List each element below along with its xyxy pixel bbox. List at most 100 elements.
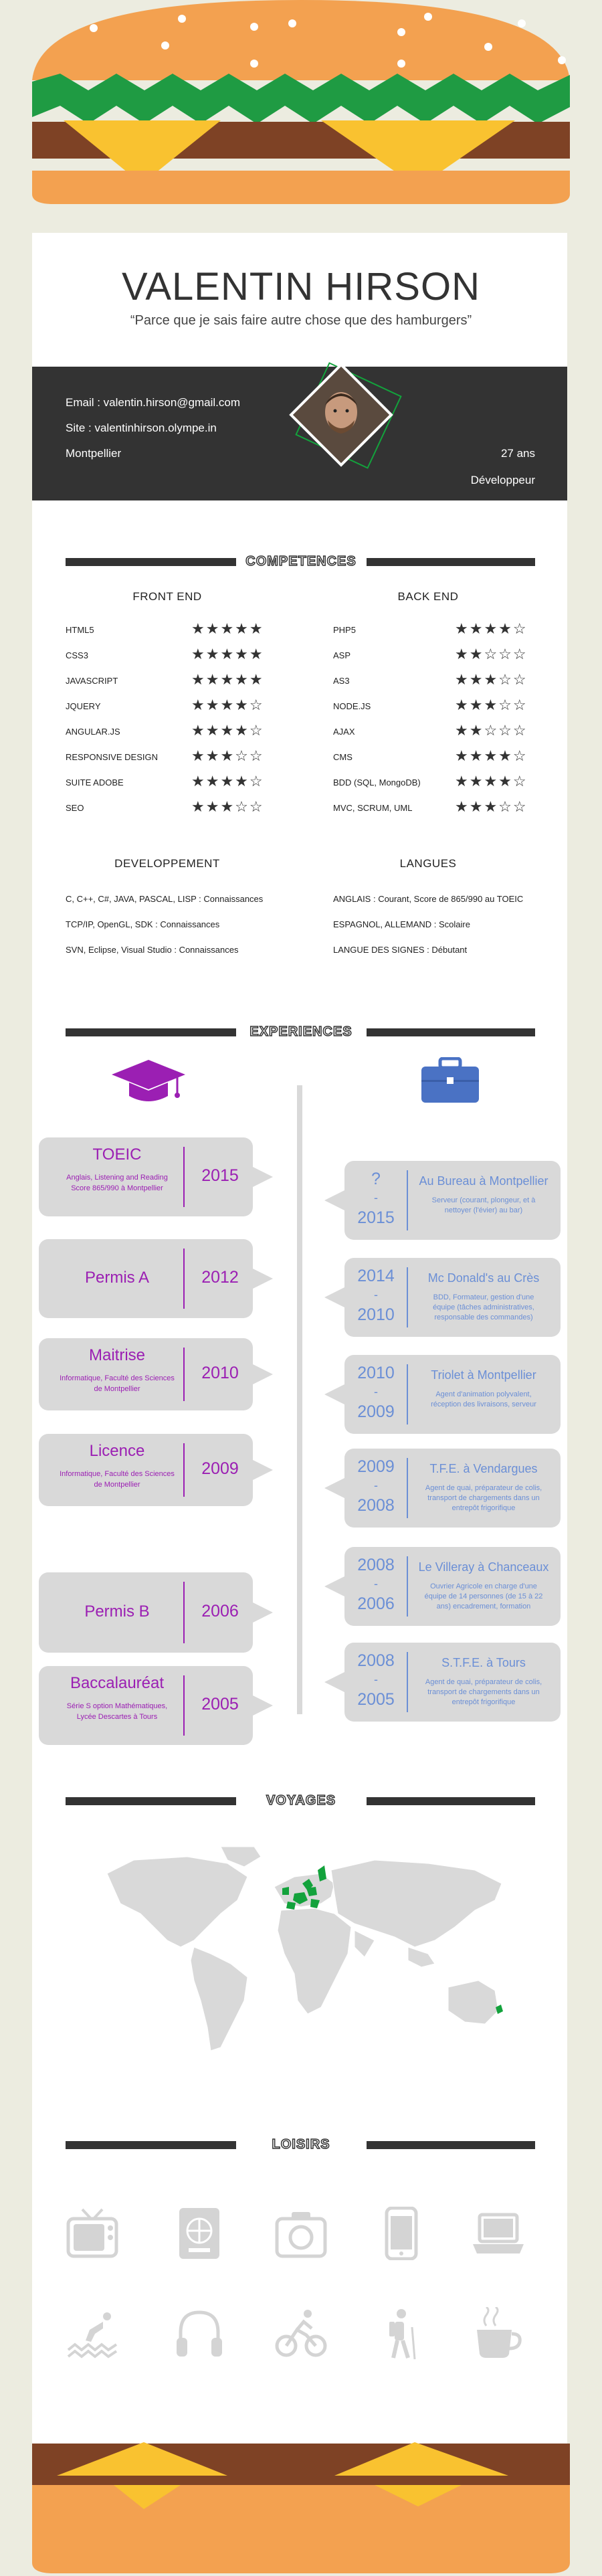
- education-detail: Informatique, Faculté des Sciences de Mo…: [60, 1470, 175, 1489]
- headphones-icon: [177, 2310, 222, 2357]
- education-title: Permis B: [84, 1602, 150, 1621]
- card-separator: [183, 1249, 185, 1309]
- skill-label: RESPONSIVE DESIGN: [66, 752, 158, 762]
- work-title: Au Bureau à Montpellier: [419, 1174, 548, 1188]
- briefcase-icon: [421, 1057, 479, 1103]
- work-year-to: 2009: [357, 1402, 395, 1421]
- bubble-pointer: [324, 1287, 344, 1307]
- star-rating: ★★☆☆☆: [455, 722, 528, 739]
- work-year-from: 2009: [357, 1457, 395, 1476]
- dev-item: SVN, Eclipse, Visual Studio : Connaissan…: [66, 945, 239, 955]
- education-title: Baccalauréat: [70, 1674, 165, 1692]
- work-year-dash: -: [374, 1385, 378, 1398]
- skill-label: BDD (SQL, MongoDB): [333, 777, 421, 788]
- education-detail: Série S option Mathématiques, Lycée Desc…: [66, 1702, 168, 1721]
- education-card: [39, 1137, 273, 1216]
- education-card: [39, 1572, 273, 1653]
- education-year: 2015: [201, 1166, 239, 1185]
- card-separator: [183, 1443, 185, 1497]
- avatar: [289, 362, 402, 469]
- star-rating: ★★★☆☆: [191, 747, 264, 764]
- education-detail: Anglais, Listening and Reading Score 865…: [66, 1174, 168, 1192]
- smartphone-icon: [385, 2207, 418, 2260]
- work-card: [324, 1161, 561, 1240]
- front-end-title: FRONT END: [132, 590, 202, 603]
- work-detail: Serveur (courant, plongeur, et à nettoye…: [431, 1196, 536, 1214]
- star-rating: ★★★★★: [191, 646, 264, 662]
- timeline-axis: [297, 1085, 302, 1714]
- skill-label: CSS3: [66, 650, 88, 660]
- section-divider: [367, 1028, 535, 1036]
- skill-label: CMS: [333, 752, 353, 762]
- bubble-pointer: [324, 1384, 344, 1404]
- contact-band: [32, 367, 567, 500]
- hiking-icon: [389, 2309, 416, 2360]
- work-year-dash: -: [374, 1673, 378, 1686]
- work-title: Triolet à Montpellier: [431, 1368, 536, 1382]
- travels-section-title: VOYAGES: [266, 1792, 336, 1809]
- education-year: 2005: [201, 1695, 239, 1714]
- work-year-to: 2008: [357, 1496, 395, 1515]
- section-divider: [66, 2141, 236, 2149]
- card-separator: [407, 1458, 408, 1518]
- bottom-burger-illustration: [32, 2442, 570, 2573]
- star-rating: ★★★★★: [191, 620, 264, 637]
- work-year-to: 2006: [357, 1594, 395, 1613]
- star-rating: ★★★★☆: [455, 620, 528, 637]
- card-separator: [407, 1556, 408, 1617]
- star-rating: ★★☆☆☆: [455, 646, 528, 662]
- star-rating: ★★★★☆: [191, 722, 264, 739]
- skill-label: SEO: [66, 803, 84, 813]
- skill-label: HTML5: [66, 625, 94, 635]
- work-title: S.T.F.E. à Tours: [441, 1656, 526, 1669]
- work-year-to: 2005: [357, 1690, 395, 1709]
- person-name: VALENTIN HIRSON: [121, 265, 480, 308]
- work-year-dash: -: [374, 1577, 378, 1590]
- skill-label: JAVASCRIPT: [66, 676, 118, 686]
- education-detail: Informatique, Faculté des Sciences de Mo…: [60, 1374, 175, 1393]
- star-rating: ★★★☆☆: [455, 697, 528, 713]
- star-rating: ★★★☆☆: [455, 798, 528, 815]
- bubble-pointer: [253, 1695, 273, 1716]
- bubble-pointer: [253, 1364, 273, 1384]
- bubble-pointer: [253, 1602, 273, 1623]
- dev-item: TCP/IP, OpenGL, SDK : Connaissances: [66, 919, 220, 929]
- world-map: [106, 1847, 503, 2051]
- languages-title: LANGUES: [399, 857, 457, 870]
- section-divider: [66, 558, 236, 566]
- education-card: [39, 1239, 273, 1318]
- education-year: 2012: [201, 1268, 239, 1287]
- section-divider: [367, 2141, 535, 2149]
- tv-icon: [66, 2208, 118, 2258]
- card-separator: [183, 1147, 185, 1207]
- card-separator: [183, 1582, 185, 1643]
- work-card: [324, 1258, 561, 1337]
- star-rating: ★★★★☆: [455, 747, 528, 764]
- star-rating: ★★★★☆: [191, 697, 264, 713]
- education-year: 2006: [201, 1602, 239, 1621]
- bubble-pointer: [324, 1190, 344, 1210]
- education-title: Permis A: [84, 1269, 150, 1287]
- star-rating: ★★★★★: [191, 671, 264, 688]
- work-detail: Ouvrier Agricole en charge d'une équipe …: [424, 1582, 543, 1611]
- section-divider: [367, 558, 535, 566]
- skill-label: MVC, SCRUM, UML: [333, 803, 413, 813]
- work-detail: BDD, Formateur, gestion d'une équipe (tâ…: [433, 1293, 534, 1321]
- work-year-dash: -: [374, 1479, 378, 1492]
- bubble-pointer: [324, 1576, 344, 1596]
- work-year-dash: -: [374, 1288, 378, 1301]
- card-separator: [407, 1170, 408, 1230]
- card-separator: [183, 1675, 185, 1736]
- work-year-from: 2008: [357, 1556, 395, 1574]
- bubble-pointer: [324, 1672, 344, 1692]
- bubble-pointer: [253, 1269, 273, 1289]
- site-link[interactable]: Site : valentinhirson.olympe.in: [66, 422, 217, 434]
- card-separator: [183, 1348, 185, 1401]
- email-text[interactable]: Email : valentin.hirson@gmail.com: [66, 396, 241, 409]
- work-detail: Agent d'animation polyvalent, réception …: [431, 1390, 536, 1408]
- bubble-pointer: [324, 1478, 344, 1498]
- work-title: T.F.E. à Vendargues: [429, 1462, 538, 1475]
- city-text: Montpellier: [66, 447, 122, 460]
- skill-label: AS3: [333, 676, 350, 686]
- education-card: [39, 1434, 273, 1506]
